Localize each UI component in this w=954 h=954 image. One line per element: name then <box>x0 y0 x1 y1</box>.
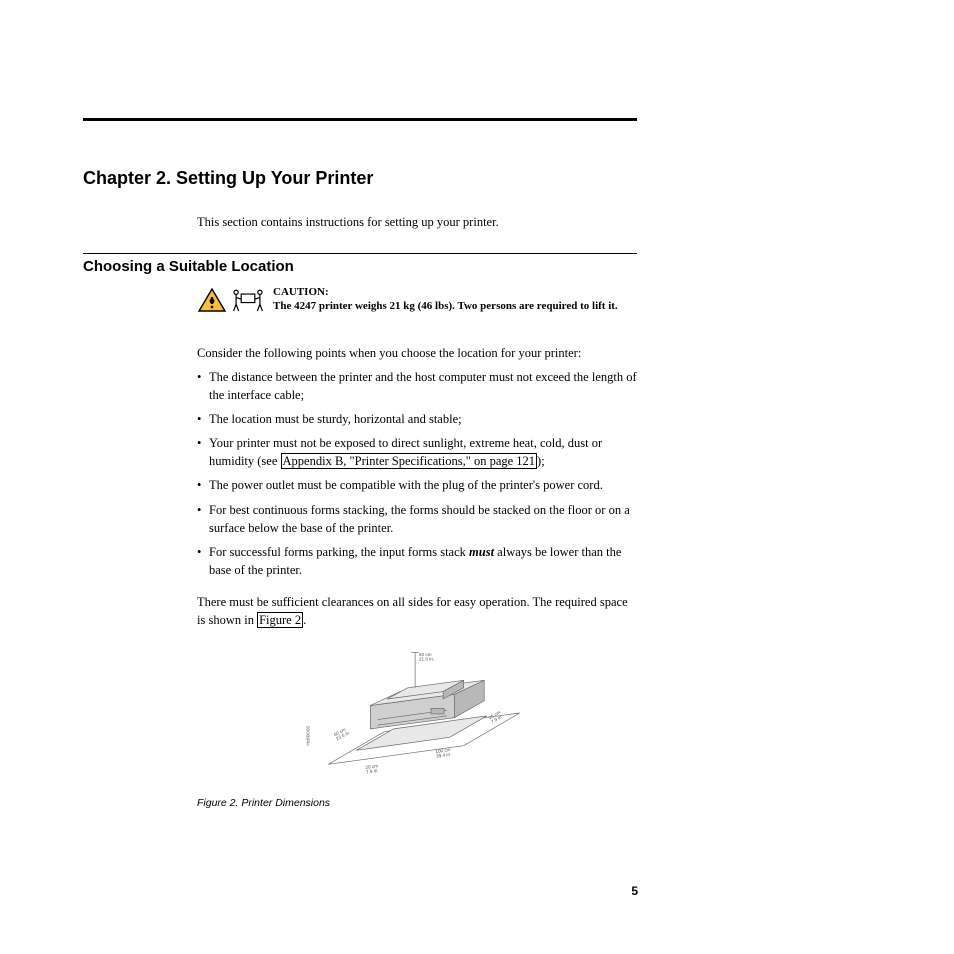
figure-link[interactable]: Figure 2 <box>257 612 303 628</box>
consider-intro: Consider the following points when you c… <box>197 344 637 362</box>
clearance-text: There must be sufficient clearances on a… <box>197 593 637 629</box>
warning-triangle-icon <box>197 287 227 313</box>
consider-block: Consider the following points when you c… <box>197 344 637 630</box>
caution-icons <box>197 285 265 313</box>
points-list: The distance between the printer and the… <box>197 368 637 579</box>
caution-text: CAUTION: The 4247 printer weighs 21 kg (… <box>273 285 618 314</box>
section-title: Choosing a Suitable Location <box>83 253 637 275</box>
dim-leftdepth: 60 cm23.6 in. <box>333 726 351 742</box>
caution-body: The 4247 printer weighs 21 kg (46 lbs). … <box>273 300 618 312</box>
dim-width: 100 cm39.4 in <box>435 747 452 759</box>
figure-caption: Figure 2. Printer Dimensions <box>197 797 637 809</box>
list-item: The distance between the printer and the… <box>197 368 637 404</box>
list-item: For successful forms parking, the input … <box>197 543 637 579</box>
two-person-lift-icon <box>231 287 265 313</box>
printer-dimensions-figure: 60 cm21.6 in. 60 cm23.6 in. 20 cm7.9 in … <box>267 643 567 783</box>
list-item: The location must be sturdy, horizontal … <box>197 410 637 428</box>
dim-right: 20 cm7.9 in <box>488 710 504 725</box>
figure-code: Hc6l0005 <box>306 726 311 746</box>
intro-text: This section contains instructions for s… <box>197 213 637 231</box>
dim-top: 60 cm21.6 in. <box>419 652 434 662</box>
dim-front: 20 cm7.9 in <box>365 764 379 775</box>
caution-block: CAUTION: The 4247 printer weighs 21 kg (… <box>197 285 637 314</box>
page-number: 5 <box>631 884 638 898</box>
chapter-title: Chapter 2. Setting Up Your Printer <box>83 168 637 189</box>
list-item: For best continuous forms stacking, the … <box>197 501 637 537</box>
top-rule <box>83 118 637 121</box>
list-item: Your printer must not be exposed to dire… <box>197 434 637 470</box>
caution-label: CAUTION: <box>273 286 329 298</box>
figure-block: 60 cm21.6 in. 60 cm23.6 in. 20 cm7.9 in … <box>197 643 637 809</box>
list-item: The power outlet must be compatible with… <box>197 476 637 494</box>
appendix-link[interactable]: Appendix B, "Printer Specifications," on… <box>281 453 538 469</box>
